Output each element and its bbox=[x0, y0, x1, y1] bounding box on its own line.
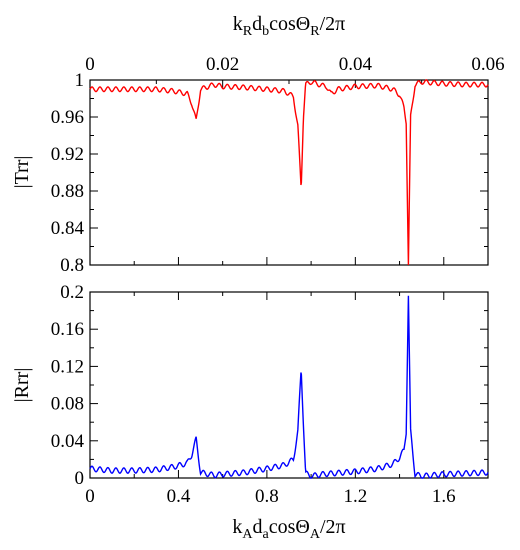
bottom-x-axis-label: kAdacosΘA/2π bbox=[232, 516, 345, 542]
top-secondary-tick-label: 0.04 bbox=[339, 54, 373, 75]
y-tick-label: 0.16 bbox=[51, 319, 84, 340]
top-label-cos: cosΘ bbox=[269, 13, 310, 35]
x-tick-label: 0 bbox=[85, 486, 95, 507]
top-label-main: k bbox=[233, 13, 243, 35]
y-tick-label: 0.96 bbox=[51, 107, 84, 128]
top-panel-bottom-ticks bbox=[89, 257, 489, 265]
y-tick-label: 0.2 bbox=[60, 282, 84, 303]
bottom-label-sub1: A bbox=[242, 527, 253, 542]
x-tick-label: 0.4 bbox=[167, 486, 191, 507]
bottom-label-sub3: A bbox=[310, 527, 321, 542]
top-secondary-tick-label: 0 bbox=[85, 54, 95, 75]
y-tick-label: 0 bbox=[75, 468, 85, 489]
bottom-panel: 0 0.04 0.08 0.12 0.16 0.2 0 0.4 0.8 1.2 1.6 |Rrr|… bbox=[11, 282, 489, 542]
bottom-y-ticks: 0 0.04 0.08 0.12 0.16 0.2 bbox=[51, 282, 488, 489]
y-tick-label: 0.08 bbox=[51, 394, 84, 415]
y-tick-label: 0.88 bbox=[51, 181, 84, 202]
top-panel: 0.8 0.84 0.88 0.92 0.96 1 0 0.02 0.04 0.06 |Trr|… bbox=[11, 13, 505, 276]
top-secondary-tick-label: 0.06 bbox=[471, 54, 504, 75]
bottom-series-group bbox=[89, 295, 489, 479]
y-tick-label: 0.04 bbox=[51, 431, 85, 452]
trr-series-line bbox=[89, 79, 489, 266]
y-tick-label: 1 bbox=[75, 70, 85, 91]
top-secondary-x-axis-label: kRdbcosΘR/2π bbox=[233, 13, 345, 39]
y-tick-label: 0.92 bbox=[51, 144, 84, 165]
top-label-tail: /2π bbox=[320, 13, 346, 35]
top-secondary-x-ticks: 0 0.02 0.04 0.06 bbox=[85, 54, 505, 88]
x-tick-label: 1.2 bbox=[343, 486, 367, 507]
bottom-plot-frame bbox=[89, 291, 489, 479]
bottom-label-mid: d bbox=[253, 516, 263, 538]
top-secondary-tick-label: 0.02 bbox=[206, 54, 239, 75]
top-label-mid: d bbox=[252, 13, 262, 35]
bottom-label-main: k bbox=[232, 516, 242, 538]
bottom-label-sub2: a bbox=[263, 527, 270, 542]
top-label-sub2: b bbox=[262, 24, 269, 39]
bottom-label-tail: /2π bbox=[320, 516, 346, 538]
top-label-sub1: R bbox=[243, 24, 253, 39]
y-tick-label: 0.12 bbox=[51, 356, 84, 377]
y-tick-label: 0.84 bbox=[51, 218, 85, 239]
top-label-sub3: R bbox=[310, 24, 320, 39]
y-tick-label: 0.8 bbox=[60, 255, 84, 276]
top-y-ticks: 0.8 0.84 0.88 0.92 0.96 1 bbox=[51, 70, 488, 276]
top-series-group bbox=[89, 79, 489, 266]
top-y-axis-label: |Trr| bbox=[11, 156, 33, 189]
rrr-series-line bbox=[89, 295, 489, 479]
top-plot-frame bbox=[89, 79, 489, 266]
bottom-label-cos: cosΘ bbox=[269, 516, 310, 538]
x-tick-label: 1.6 bbox=[432, 486, 456, 507]
x-tick-label: 0.8 bbox=[255, 486, 279, 507]
bottom-y-axis-label: |Rrr| bbox=[11, 368, 33, 403]
